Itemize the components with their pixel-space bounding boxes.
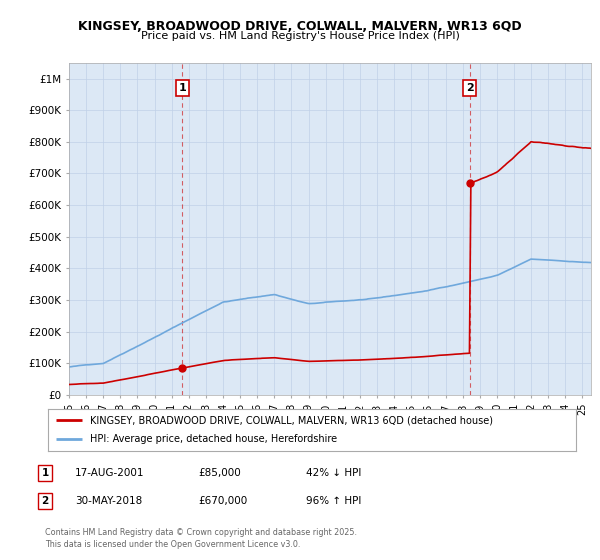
Text: HPI: Average price, detached house, Herefordshire: HPI: Average price, detached house, Here… <box>90 435 337 445</box>
Text: Contains HM Land Registry data © Crown copyright and database right 2025.
This d: Contains HM Land Registry data © Crown c… <box>45 528 357 549</box>
Text: 30-MAY-2018: 30-MAY-2018 <box>75 496 142 506</box>
Text: KINGSEY, BROADWOOD DRIVE, COLWALL, MALVERN, WR13 6QD (detached house): KINGSEY, BROADWOOD DRIVE, COLWALL, MALVE… <box>90 415 493 425</box>
Text: 42% ↓ HPI: 42% ↓ HPI <box>306 468 361 478</box>
Text: 17-AUG-2001: 17-AUG-2001 <box>75 468 145 478</box>
Text: 2: 2 <box>41 496 49 506</box>
Text: 1: 1 <box>41 468 49 478</box>
Text: £670,000: £670,000 <box>198 496 247 506</box>
Text: 2: 2 <box>466 83 473 93</box>
Text: Price paid vs. HM Land Registry's House Price Index (HPI): Price paid vs. HM Land Registry's House … <box>140 31 460 41</box>
Text: £85,000: £85,000 <box>198 468 241 478</box>
Text: 96% ↑ HPI: 96% ↑ HPI <box>306 496 361 506</box>
Text: 1: 1 <box>179 83 187 93</box>
Text: KINGSEY, BROADWOOD DRIVE, COLWALL, MALVERN, WR13 6QD: KINGSEY, BROADWOOD DRIVE, COLWALL, MALVE… <box>78 20 522 32</box>
